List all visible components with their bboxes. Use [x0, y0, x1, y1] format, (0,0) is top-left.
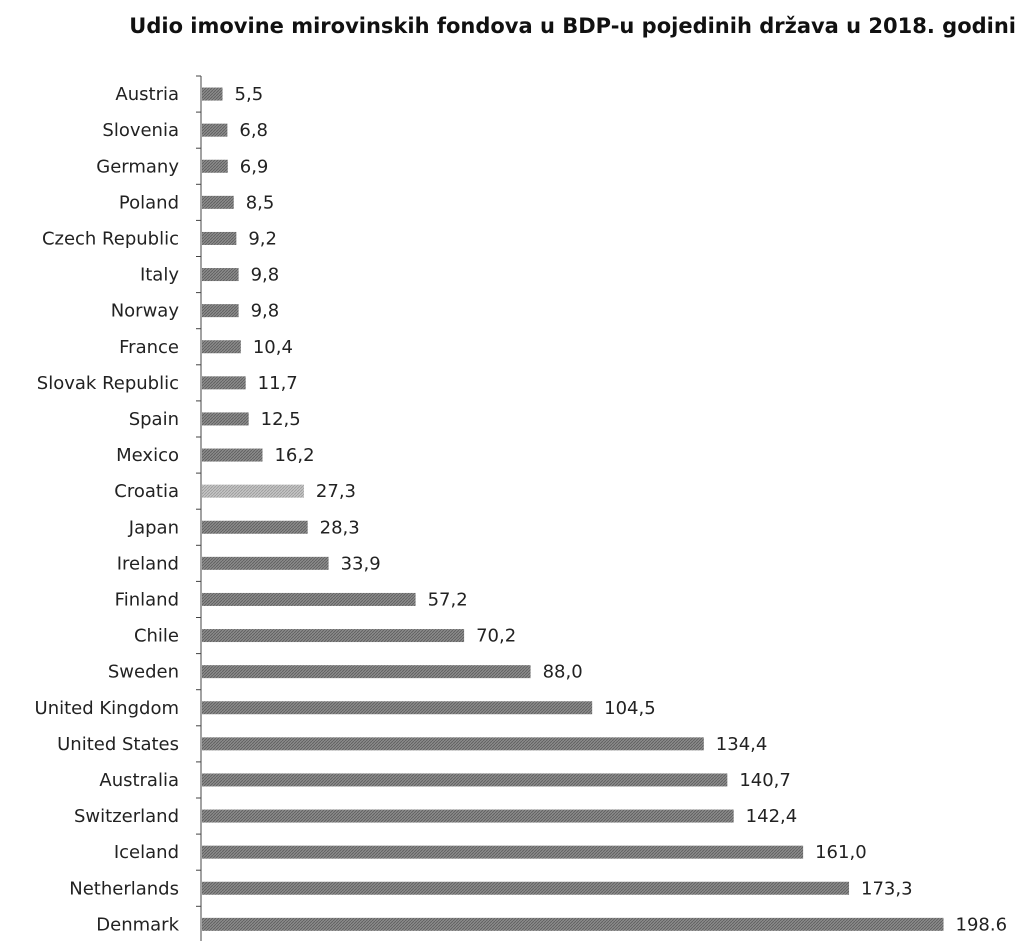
bar: [202, 484, 304, 498]
category-label: Mexico: [116, 445, 179, 466]
category-label: France: [119, 337, 179, 358]
data-label: 10,4: [253, 337, 293, 358]
data-label: 104,5: [604, 698, 656, 719]
bar: [202, 520, 308, 534]
data-label: 142,4: [746, 806, 798, 827]
bar: [202, 340, 241, 354]
data-label: 27,3: [316, 481, 356, 502]
category-label: Spain: [129, 409, 179, 430]
bar: [202, 304, 239, 318]
bar: [202, 231, 237, 245]
chart-title: Udio imovine mirovinskih fondova u BDP-u…: [129, 14, 1016, 38]
bar: [202, 845, 804, 859]
category-label: United States: [57, 734, 179, 755]
data-label: 57,2: [428, 589, 468, 610]
bar: [202, 773, 728, 787]
category-label: Slovak Republic: [37, 373, 179, 394]
category-label: Switzerland: [74, 806, 179, 827]
category-label: Poland: [119, 192, 179, 213]
data-label: 12,5: [261, 409, 301, 430]
data-label: 70,2: [476, 626, 516, 647]
category-label: Denmark: [96, 914, 179, 935]
category-label: Italy: [140, 265, 179, 286]
bar: [202, 412, 249, 426]
data-label: 173,3: [861, 878, 913, 899]
data-label: 9,8: [251, 265, 280, 286]
category-label: Ireland: [117, 553, 179, 574]
bar: [202, 737, 704, 751]
data-label: 33,9: [341, 553, 381, 574]
bar: [202, 376, 246, 390]
category-label: Norway: [111, 301, 180, 322]
data-label: 134,4: [716, 734, 768, 755]
bar: [202, 159, 228, 173]
data-label: 16,2: [274, 445, 314, 466]
category-label: Slovenia: [102, 120, 179, 141]
bar: [202, 629, 465, 643]
bar: [202, 268, 239, 282]
bar: [202, 556, 329, 570]
bar: [202, 195, 234, 209]
category-label: Sweden: [108, 662, 179, 683]
category-label: Iceland: [114, 842, 179, 863]
bar: [202, 665, 531, 679]
data-label: 88,0: [543, 662, 583, 683]
data-label: 6,8: [239, 120, 268, 141]
data-label: 6,9: [240, 156, 269, 177]
data-label: 9,2: [248, 228, 277, 249]
category-label: Czech Republic: [42, 228, 179, 249]
data-label: 198.6: [956, 914, 1008, 935]
data-label: 11,7: [258, 373, 298, 394]
category-label: Croatia: [114, 481, 179, 502]
category-label: Australia: [99, 770, 179, 791]
data-label: 161,0: [815, 842, 867, 863]
data-label: 5,5: [235, 84, 264, 105]
category-label: Finland: [115, 589, 179, 610]
category-label: Germany: [96, 156, 179, 177]
bar: [202, 881, 850, 895]
data-label: 8,5: [246, 192, 275, 213]
bar: [202, 448, 263, 462]
category-label: Austria: [115, 84, 179, 105]
bar: [202, 701, 593, 715]
category-label: Chile: [134, 626, 179, 647]
bar: [202, 809, 734, 823]
bar: [202, 592, 416, 606]
bar: [202, 123, 228, 137]
bar: [202, 917, 944, 931]
data-label: 140,7: [739, 770, 791, 791]
data-label: 9,8: [251, 301, 280, 322]
category-label: United Kingdom: [35, 698, 179, 719]
bar: [202, 87, 223, 101]
category-label: Netherlands: [69, 878, 179, 899]
data-label: 28,3: [320, 517, 360, 538]
category-label: Japan: [128, 517, 179, 538]
